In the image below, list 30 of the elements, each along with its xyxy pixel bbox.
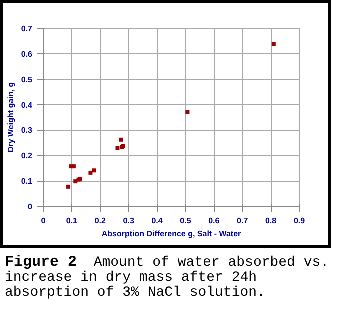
- y-tick-label: 0: [28, 202, 34, 212]
- point: [72, 164, 76, 169]
- y-tick-label: 0.6: [21, 50, 34, 59]
- caption: Figure 2 Amount of water absorbed vs. increase in dry mass after 24h absorption of 3% NaCl solution.: [5, 254, 330, 301]
- point: [272, 42, 276, 46]
- x-tick-label: 0.3: [123, 216, 135, 226]
- point: [186, 110, 190, 114]
- x-tick-label: 0.9: [294, 216, 306, 226]
- y-tick-label: 0.7: [21, 24, 34, 34]
- x-tick-label: 0: [41, 216, 46, 226]
- y-tick-label: 0.5: [21, 75, 34, 84]
- point: [119, 138, 124, 142]
- point: [88, 170, 93, 175]
- x-tick-label: 0.5: [180, 216, 192, 226]
- x-tick-label: 0.1: [66, 216, 78, 226]
- point: [116, 146, 120, 150]
- point: [92, 168, 96, 173]
- y-tick-label: 0.2: [21, 152, 34, 161]
- x-axis-title: Absorption Difference g, Salt - Water: [102, 230, 242, 238]
- y-tick-label: 0.1: [21, 177, 34, 186]
- y-axis-title: Dry Weight gain, g: [6, 82, 16, 153]
- y-tick-label: 0.4: [21, 100, 34, 110]
- point: [74, 180, 78, 184]
- point: [66, 184, 71, 189]
- x-tick-label: 0.8: [265, 216, 278, 226]
- x-tick-label: 0.4: [152, 216, 164, 226]
- x-tick-label: 0.2: [94, 216, 106, 226]
- y-tick-label: 0.3: [21, 126, 34, 136]
- x-tick-label: 0.6: [208, 216, 220, 226]
- x-tick-label: 0.7: [237, 216, 249, 226]
